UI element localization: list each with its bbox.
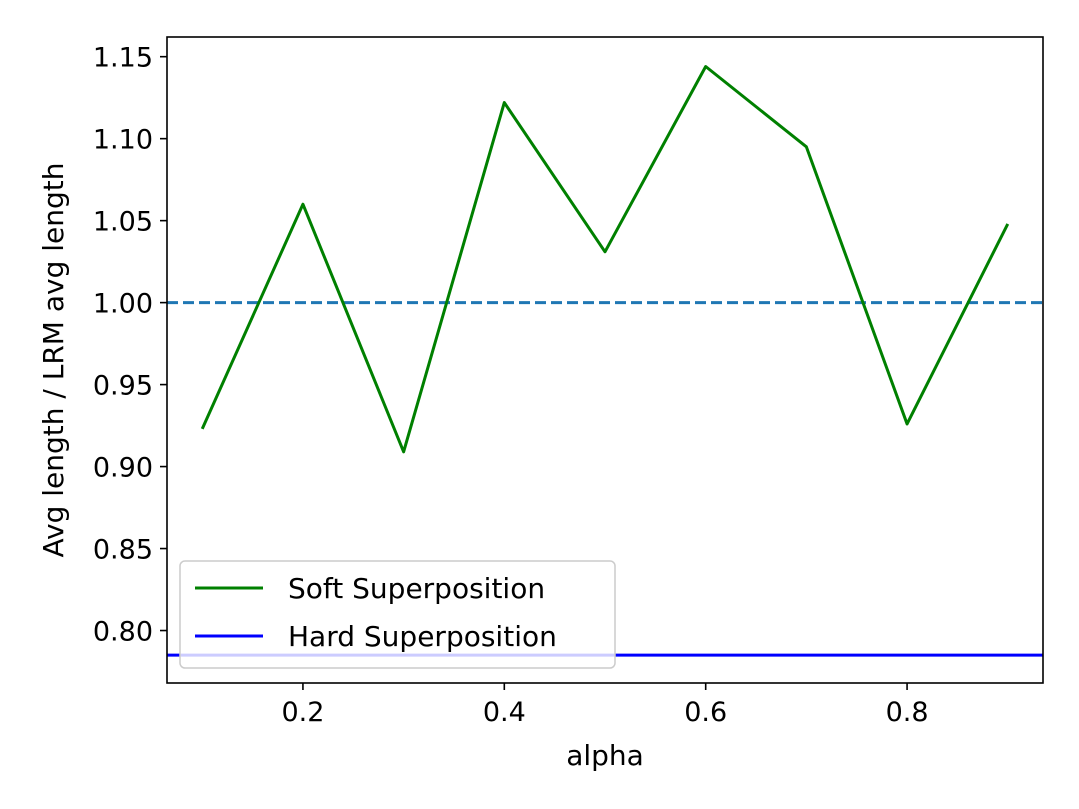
plot-frame <box>166 36 1044 684</box>
y-tick-label: 1.15 <box>93 43 153 74</box>
y-axis-label: Avg length / LRM avg length <box>37 162 70 557</box>
series-line-soft-superposition <box>200 65 1010 454</box>
y-tick-label: 1.00 <box>93 289 153 320</box>
legend-label: Soft Superposition <box>288 572 545 605</box>
y-tick-label: 0.85 <box>93 535 153 566</box>
x-tick-label: 0.2 <box>281 697 324 728</box>
y-tick-label: 0.90 <box>93 453 153 484</box>
y-tick-label: 0.80 <box>93 617 153 648</box>
x-axis-ticks: 0.2 0.4 0.6 0.8 <box>281 683 929 728</box>
legend: Soft Superposition Hard Superposition <box>179 560 616 669</box>
x-tick-label: 0.4 <box>483 697 526 728</box>
y-tick-label: 1.10 <box>93 125 153 156</box>
x-tick-label: 0.6 <box>684 697 727 728</box>
y-tick-label: 1.05 <box>93 207 153 238</box>
y-axis-ticks: 0.80 0.85 0.90 0.95 1.00 1.05 1.10 1.15 <box>93 43 167 648</box>
y-tick-label: 0.95 <box>93 371 153 402</box>
x-tick-label: 0.8 <box>886 697 929 728</box>
x-axis-label: alpha <box>566 739 644 772</box>
legend-label: Hard Superposition <box>288 620 557 653</box>
legend-box <box>179 560 616 669</box>
